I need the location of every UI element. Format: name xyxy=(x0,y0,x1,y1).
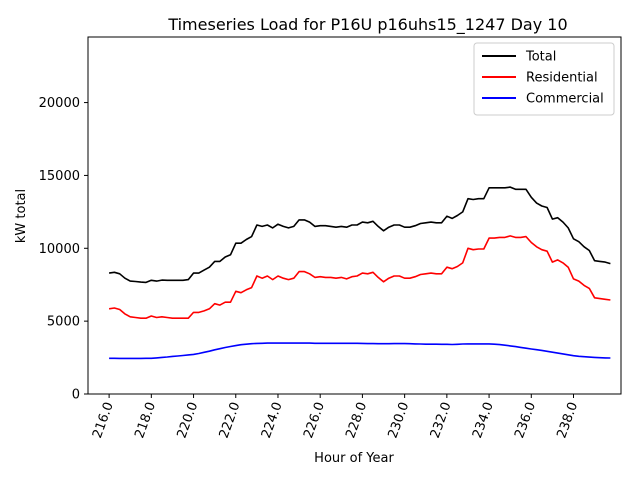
plot-frame xyxy=(87,36,622,395)
series-layer xyxy=(108,186,611,360)
y-tick-label: 5000 xyxy=(47,315,80,330)
y-tick-label: 0 xyxy=(72,388,80,403)
legend: Total Residential Commercial xyxy=(473,42,615,116)
y-tick-label: 15000 xyxy=(39,169,80,184)
legend-label-commercial: Commercial xyxy=(526,92,604,107)
chart-title: Timeseries Load for P16U p16uhs15_1247 D… xyxy=(167,15,567,35)
legend-label-residential: Residential xyxy=(526,71,598,86)
series-line-commercial xyxy=(109,342,611,360)
x-axis-title: Hour of Year xyxy=(314,451,394,466)
y-axis-title: kW total xyxy=(14,189,29,243)
y-axis: 0 5000 10000 15000 20000 xyxy=(39,96,88,403)
y-tick-label: 10000 xyxy=(39,242,80,257)
legend-label-total: Total xyxy=(525,50,556,65)
series-line-total xyxy=(108,186,611,284)
series-line-residential xyxy=(108,235,611,320)
y-tick-label: 20000 xyxy=(39,96,80,111)
